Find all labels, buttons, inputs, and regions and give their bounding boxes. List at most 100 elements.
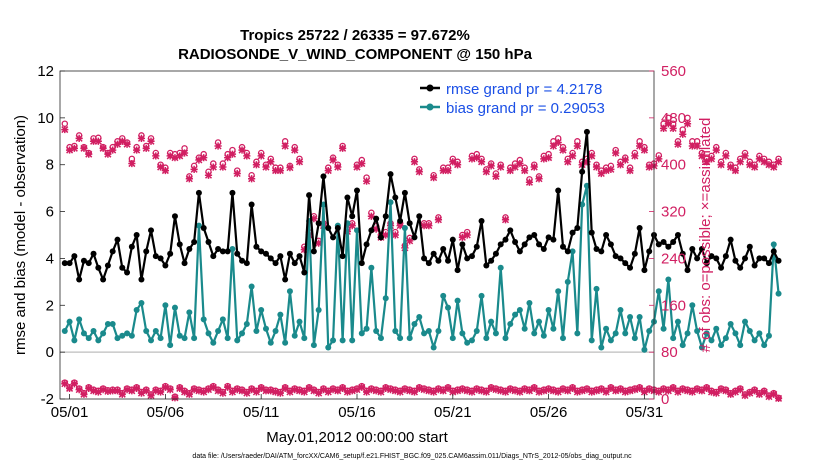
- obs-assimilated-marker: [406, 237, 414, 245]
- obs-assimilated-marker: [530, 163, 538, 171]
- obs-assimilated-marker: [554, 138, 562, 147]
- bias-point: [301, 335, 308, 342]
- rmse-point: [569, 229, 576, 236]
- bias-point: [124, 330, 131, 337]
- obs-assimilated-marker: [118, 390, 126, 398]
- bias-point: [71, 337, 78, 344]
- rmse-point: [186, 246, 193, 253]
- rmse-point: [224, 248, 231, 255]
- bias-point: [742, 318, 749, 325]
- bias-point: [397, 335, 404, 342]
- rmse-point: [464, 255, 471, 262]
- rmse-point: [262, 250, 269, 257]
- rmse-point: [258, 248, 265, 255]
- obs-assimilated-marker: [224, 154, 232, 162]
- rmse-point: [392, 194, 399, 201]
- rmse-point: [171, 213, 178, 220]
- rmse-point: [435, 257, 442, 264]
- rmse-point: [765, 260, 772, 267]
- obs-assimilated-marker: [434, 216, 443, 224]
- obs-assimilated-marker: [94, 388, 102, 396]
- obs-assimilated-marker: [597, 169, 605, 178]
- obs-assimilated-marker: [238, 146, 246, 154]
- y-tick-label: 6: [46, 204, 54, 221]
- x-tick-label: 05/11: [243, 404, 279, 421]
- rmse-point: [401, 189, 408, 196]
- y2-tick-label: 560: [661, 63, 686, 80]
- rmse-point: [253, 243, 260, 250]
- obs-assimilated-marker: [209, 383, 217, 391]
- obs-assimilated-marker: [257, 152, 265, 160]
- bias-point: [148, 337, 155, 344]
- bias-point: [483, 335, 490, 342]
- rmse-point: [583, 128, 590, 135]
- obs-assimilated-marker: [353, 386, 361, 394]
- obs-assimilated-marker: [497, 163, 505, 171]
- bias-point: [559, 335, 566, 342]
- obs-assimilated-marker: [85, 150, 93, 158]
- rmse-point: [574, 224, 581, 231]
- obs-assimilated-marker: [746, 161, 754, 169]
- bias-point: [349, 337, 356, 344]
- obs-assimilated-marker: [736, 158, 744, 166]
- obs-assimilated-marker: [386, 386, 395, 394]
- obs-assimilated-marker: [621, 388, 629, 396]
- bias-point: [459, 330, 466, 337]
- bias-point: [128, 332, 135, 339]
- rmse-point: [114, 236, 121, 243]
- rmse-point: [128, 243, 135, 250]
- obs-assimilated-marker: [257, 384, 265, 393]
- rmse-point: [354, 187, 360, 194]
- obs-assimilated-marker: [602, 388, 610, 396]
- obs-assimilated-marker: [559, 386, 567, 394]
- rmse-point: [588, 229, 595, 236]
- obs-assimilated-marker: [712, 146, 720, 154]
- rmse-point: [234, 250, 241, 257]
- obs-assimilated-marker: [463, 231, 471, 239]
- obs-assimilated-marker: [156, 388, 165, 396]
- obs-assimilated-marker: [190, 165, 198, 173]
- obs-assimilated-marker: [324, 388, 332, 396]
- obs-assimilated-marker: [430, 174, 438, 182]
- obs-assimilated-marker: [573, 142, 581, 150]
- obs-assimilated-marker: [631, 386, 639, 394]
- obs-assimilated-marker: [693, 142, 701, 150]
- rmse-point: [219, 248, 226, 255]
- obs-assimilated-marker: [209, 163, 217, 171]
- rmse-point: [698, 246, 705, 253]
- rmse-point: [143, 248, 150, 255]
- obs-assimilated-marker: [200, 388, 208, 396]
- y-tick-label: 2: [46, 297, 54, 314]
- obs-assimilated-marker: [549, 387, 558, 395]
- obs-assimilated-marker: [348, 387, 356, 395]
- obs-assimilated-marker: [521, 386, 529, 394]
- bias-point: [622, 330, 629, 337]
- obs-assimilated-marker: [626, 166, 634, 175]
- obs-assimilated-marker: [679, 130, 687, 138]
- obs-assimilated-marker: [444, 166, 452, 175]
- obs-assimilated-marker: [133, 146, 141, 154]
- bias-point: [210, 339, 217, 346]
- obs-assimilated-marker: [679, 386, 687, 394]
- bias-point: [464, 339, 471, 346]
- rmse-point: [267, 255, 274, 262]
- obs-assimilated-marker: [516, 159, 524, 168]
- obs-assimilated-marker: [492, 172, 500, 181]
- obs-assimilated-marker: [137, 134, 146, 142]
- obs-assimilated-marker: [420, 222, 428, 230]
- rmse-point: [95, 264, 102, 271]
- rmse-point: [703, 260, 710, 267]
- obs-assimilated-marker: [588, 388, 596, 396]
- obs-assimilated-marker: [362, 177, 371, 185]
- y2-tick-label: 320: [661, 204, 686, 221]
- bias-point: [253, 328, 260, 335]
- obs-assimilated-marker: [669, 384, 677, 393]
- obs-assimilated-marker: [774, 158, 783, 166]
- rmse-point: [665, 243, 672, 250]
- obs-assimilated-marker: [434, 386, 443, 394]
- rmse-point: [607, 241, 614, 248]
- bias-point: [85, 335, 92, 342]
- rmse-point: [339, 253, 346, 260]
- obs-assimilated-marker: [228, 388, 237, 396]
- obs-assimilated-marker: [540, 387, 548, 395]
